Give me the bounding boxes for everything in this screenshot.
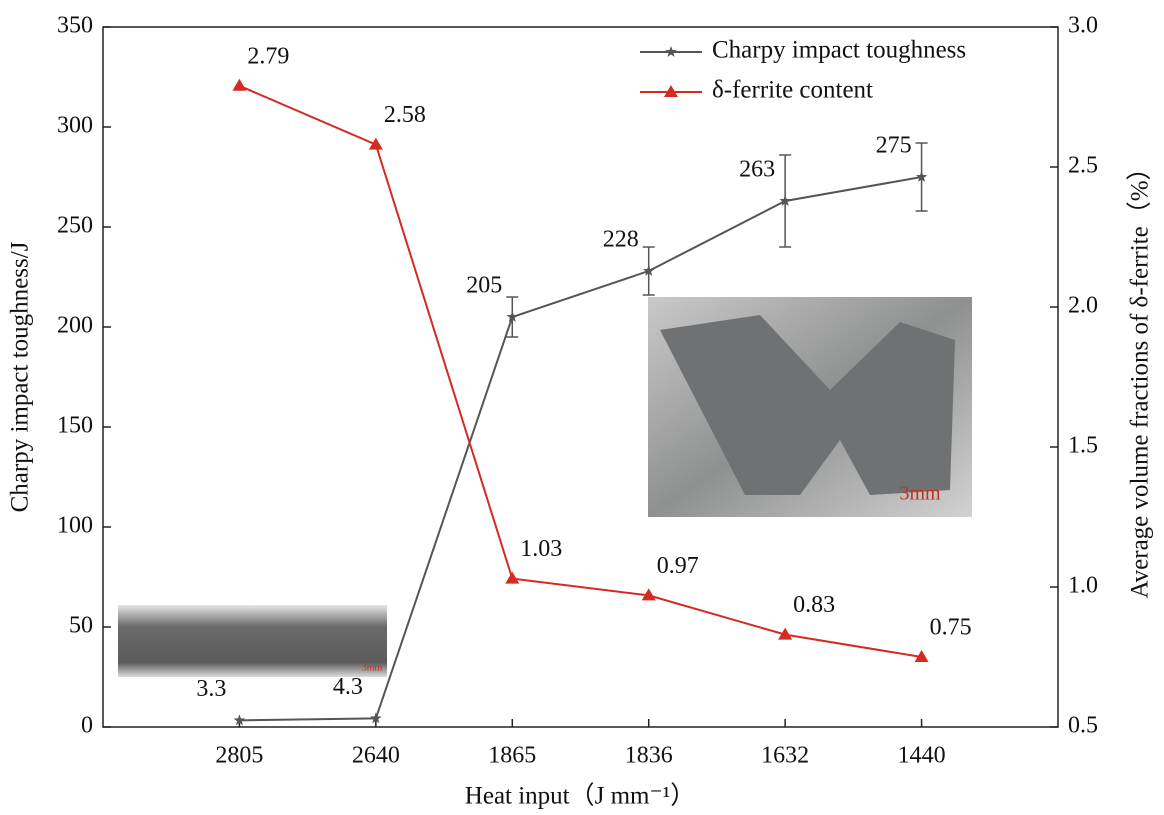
data-label: 2.58 [384, 102, 426, 128]
data-label: 1.03 [520, 536, 562, 562]
y-tick-label: 0 [81, 713, 93, 739]
y2-tick-label: 1.5 [1068, 433, 1098, 459]
y-tick-label: 50 [69, 613, 93, 639]
data-label: 0.75 [930, 615, 972, 641]
y-tick-label: 300 [57, 113, 93, 139]
x-tick-label: 2805 [215, 743, 263, 769]
inset-scale: 3mm [362, 662, 383, 673]
y-tick-label: 100 [57, 513, 93, 539]
inset-photo [118, 605, 387, 677]
data-label: 0.83 [793, 592, 835, 618]
data-label: 228 [603, 227, 639, 253]
data-label: 275 [876, 133, 912, 159]
y-tick-label: 250 [57, 213, 93, 239]
marker [665, 46, 676, 57]
data-label: 3.3 [196, 676, 226, 702]
legend-label: Charpy impact toughness [712, 37, 966, 64]
y-axis-label: Charpy impact toughness/J [7, 241, 34, 512]
data-label: 4.3 [333, 674, 363, 700]
page: {"chart_data": {"type": "line", "x_label… [0, 0, 1164, 815]
chart: 3mm 3mm Heat input（J mm⁻¹） Charpy impact… [0, 0, 1164, 815]
y2-tick-label: 0.5 [1068, 713, 1098, 739]
x-tick-label: 1440 [898, 743, 946, 769]
data-label: 263 [739, 157, 775, 183]
x-axis-label: Heat input（J mm⁻¹） [465, 782, 695, 810]
data-label: 0.97 [657, 553, 699, 579]
y-tick-label: 200 [57, 313, 93, 339]
y2-tick-label: 2.5 [1068, 153, 1098, 179]
y2-tick-label: 1.0 [1068, 573, 1098, 599]
x-tick-label: 1865 [488, 743, 536, 769]
x-tick-label: 1836 [625, 743, 673, 769]
y2-tick-label: 3.0 [1068, 13, 1098, 39]
y-tick-label: 350 [57, 13, 93, 39]
x-tick-label: 2640 [352, 743, 400, 769]
y2-axis-label: Average volume fractions of δ-ferrite（%） [1126, 155, 1154, 598]
data-label: 2.79 [247, 43, 289, 69]
marker [369, 138, 383, 150]
inset-scale: 3mm [899, 483, 941, 505]
marker [505, 572, 519, 584]
marker [232, 79, 246, 91]
y-tick-label: 150 [57, 413, 93, 439]
legend-label: δ-ferrite content [712, 77, 873, 104]
y2-tick-label: 2.0 [1068, 293, 1098, 319]
data-label: 205 [466, 273, 502, 299]
x-tick-label: 1632 [761, 743, 809, 769]
